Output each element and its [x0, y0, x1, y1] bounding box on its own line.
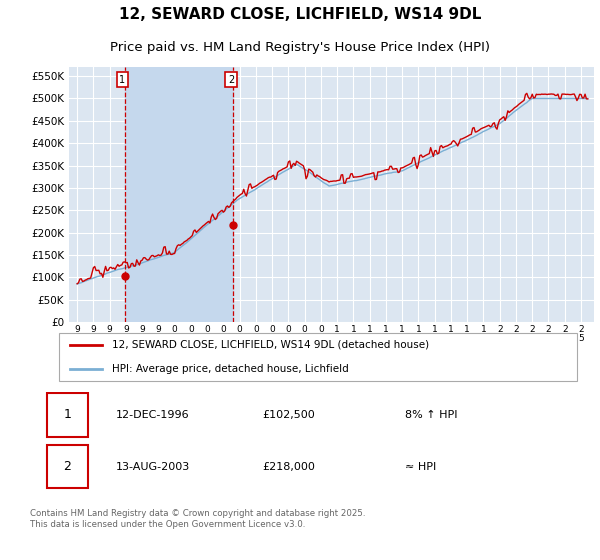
- Text: HPI: Average price, detached house, Lichfield: HPI: Average price, detached house, Lich…: [112, 364, 349, 374]
- FancyBboxPatch shape: [59, 333, 577, 381]
- Text: 8% ↑ HPI: 8% ↑ HPI: [406, 410, 458, 420]
- Text: £218,000: £218,000: [262, 461, 315, 472]
- Text: Contains HM Land Registry data © Crown copyright and database right 2025.
This d: Contains HM Land Registry data © Crown c…: [30, 509, 365, 529]
- Text: ≈ HPI: ≈ HPI: [406, 461, 437, 472]
- Text: 12, SEWARD CLOSE, LICHFIELD, WS14 9DL: 12, SEWARD CLOSE, LICHFIELD, WS14 9DL: [119, 7, 481, 22]
- Text: 12, SEWARD CLOSE, LICHFIELD, WS14 9DL (detached house): 12, SEWARD CLOSE, LICHFIELD, WS14 9DL (d…: [112, 340, 429, 350]
- Text: 2: 2: [228, 75, 234, 85]
- Text: 1: 1: [119, 75, 125, 85]
- Text: £102,500: £102,500: [262, 410, 314, 420]
- Text: 13-AUG-2003: 13-AUG-2003: [116, 461, 190, 472]
- Text: 2: 2: [64, 460, 71, 473]
- Bar: [125, 67, 233, 322]
- Text: 12-DEC-1996: 12-DEC-1996: [116, 410, 189, 420]
- FancyBboxPatch shape: [47, 445, 88, 488]
- Text: Price paid vs. HM Land Registry's House Price Index (HPI): Price paid vs. HM Land Registry's House …: [110, 40, 490, 54]
- FancyBboxPatch shape: [47, 393, 88, 437]
- Text: 1: 1: [64, 408, 71, 421]
